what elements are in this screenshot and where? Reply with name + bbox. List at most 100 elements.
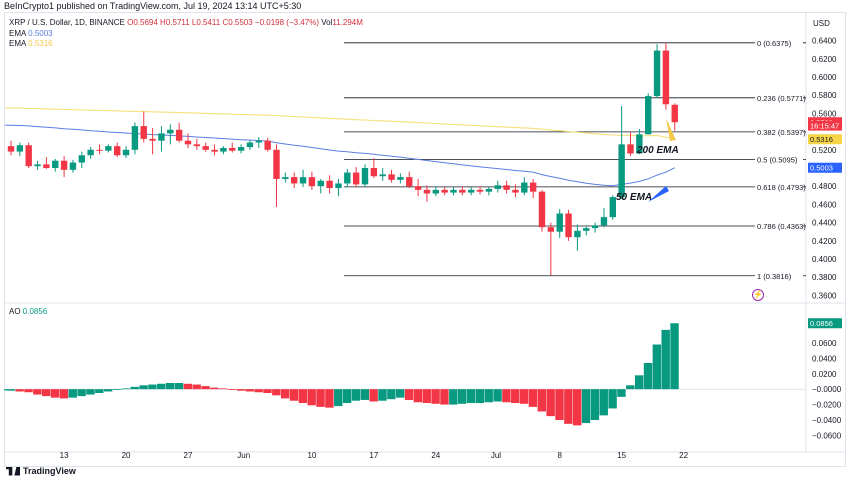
price-axis-tick: 0.6400 — [812, 37, 837, 46]
ao-tag-bg — [808, 318, 842, 329]
price-axis-tick: 0.5600 — [812, 109, 837, 118]
candle-body — [16, 145, 24, 152]
candle-body — [485, 188, 493, 192]
fib-label-bg — [755, 270, 803, 281]
fib-label-bg — [755, 154, 803, 165]
price-tag-bg — [808, 120, 842, 131]
ao-bar — [42, 389, 51, 397]
symbol-name: XRP / U.S. Dollar, 1D, BINANCE — [9, 18, 125, 27]
candle-body — [52, 160, 59, 168]
candle-body — [175, 129, 183, 141]
ao-bar — [130, 386, 139, 390]
candle-body — [131, 126, 139, 150]
candle-body — [521, 182, 528, 193]
ao-bar — [378, 389, 387, 401]
ao-bar — [564, 389, 573, 424]
fib-label: 1 (0.3816) — [757, 272, 792, 281]
candle-body — [361, 168, 369, 185]
ao-bar — [316, 389, 325, 407]
fib-label: 0.236 (0.5771) — [757, 94, 806, 103]
fib-label: 0.618 (0.4793) — [757, 183, 806, 192]
ao-bar — [643, 362, 653, 390]
price-axis-tick: 0.4600 — [812, 200, 837, 209]
candle-body — [662, 50, 670, 105]
ao-bar — [307, 389, 316, 406]
event-icon[interactable]: ⚡ — [752, 289, 764, 301]
ema50-legend: EMA 0.5003 — [9, 28, 53, 39]
candle-body — [645, 96, 652, 135]
ao-bar — [449, 389, 458, 405]
candle-body — [468, 189, 475, 193]
ao-bar — [537, 389, 546, 412]
candle-body — [600, 217, 608, 226]
branding-text: TradingView — [23, 466, 76, 476]
candle-body — [618, 144, 625, 198]
ao-bar — [15, 389, 24, 392]
candle-body — [529, 182, 537, 192]
fib-label-bg — [755, 126, 803, 137]
price-axis-tick: 0.4200 — [812, 237, 837, 246]
candle-body — [556, 213, 563, 232]
candle-body — [78, 155, 85, 163]
candle-body — [459, 189, 466, 193]
candle-body — [388, 174, 395, 180]
candle-body — [671, 104, 678, 123]
ao-bar — [652, 344, 662, 390]
ao-bar — [289, 389, 299, 401]
fib-label-bg — [755, 181, 803, 192]
candle-body — [397, 177, 404, 180]
ema200-value: 0.5316 — [28, 39, 53, 48]
ao-bar — [263, 389, 272, 394]
tradingview-logo[interactable]: TradingView — [6, 466, 76, 476]
tradingview-logo-icon — [6, 466, 20, 476]
candle-body — [653, 50, 661, 97]
annotation-50ema-arrow — [648, 186, 669, 202]
ohlc-values: O0.5694 H0.5711 L0.5411 C0.5503 −0.0198 … — [127, 18, 319, 27]
ao-bar — [360, 389, 369, 400]
candle-body — [609, 197, 616, 218]
ao-bar — [192, 384, 201, 390]
candle-body — [370, 168, 378, 177]
time-axis-tick: Jun — [237, 451, 250, 460]
candle-body — [69, 162, 77, 170]
ao-bar — [457, 389, 467, 404]
ao-bar — [77, 389, 86, 397]
candle-body — [184, 140, 192, 145]
ao-bar — [325, 389, 334, 408]
price-axis-tick: 0.5800 — [812, 91, 837, 100]
candle-body — [158, 133, 165, 141]
candle-body — [105, 146, 112, 151]
ao-bar — [6, 389, 15, 391]
ao-bar — [369, 389, 378, 402]
time-axis-tick: 13 — [60, 451, 69, 460]
price-axis-tick: 0.3600 — [812, 291, 837, 300]
candle-body — [344, 172, 351, 184]
candle-body — [636, 134, 643, 154]
candle-body — [25, 145, 32, 167]
candle-body — [441, 189, 448, 193]
ao-bar — [404, 389, 414, 400]
candle-body — [167, 129, 174, 134]
ema200-legend: EMA 0.5316 — [9, 38, 53, 49]
candle-body — [299, 177, 307, 184]
time-axis-tick: 10 — [307, 451, 316, 460]
candle-body — [494, 185, 501, 189]
candle-body — [193, 144, 201, 147]
ema200-line — [5, 107, 675, 140]
time-axis-tick: 8 — [557, 451, 562, 460]
fib-label-bg — [755, 220, 803, 231]
price-axis-tick: 0.3800 — [812, 273, 837, 282]
ao-bar — [396, 389, 405, 398]
fib-label: 0.5 (0.5095) — [757, 155, 798, 164]
candle-body — [140, 126, 147, 139]
candle-body — [149, 138, 156, 141]
fib-label-bg — [755, 92, 803, 103]
candle-body — [591, 225, 599, 229]
ao-bar — [608, 389, 617, 409]
candle-body — [122, 149, 130, 156]
ao-bar — [413, 389, 423, 403]
publisher-line: BeInCrypto1 published on TradingView.com… — [4, 1, 302, 11]
price-axis-tick: 0.4800 — [812, 182, 837, 191]
ao-bar — [573, 389, 582, 426]
